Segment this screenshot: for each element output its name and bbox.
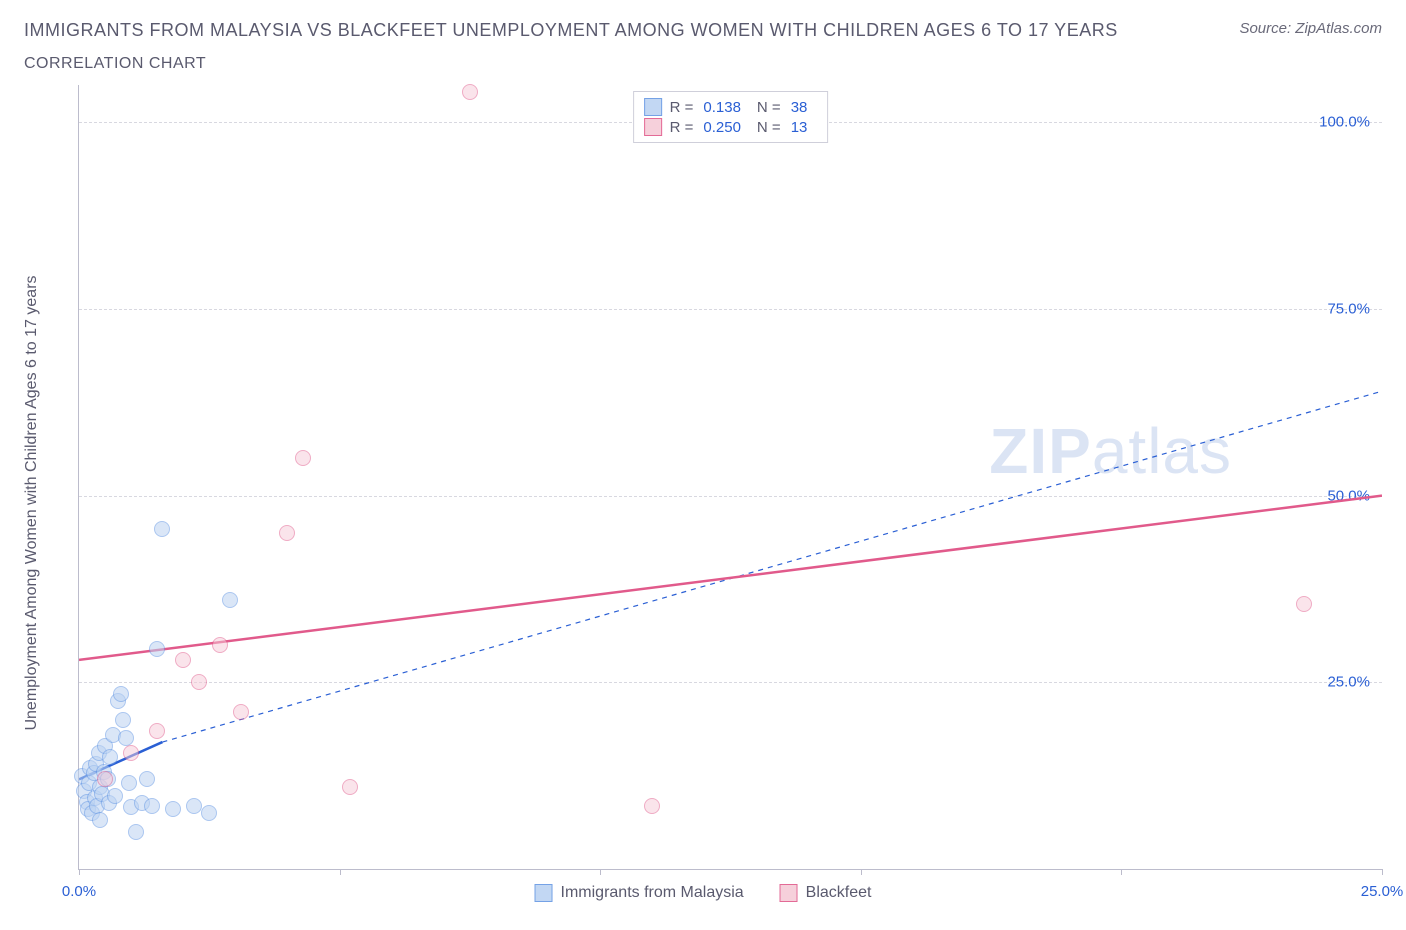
data-point: [149, 641, 165, 657]
legend-bottom-item-1: Blackfeet: [780, 884, 872, 902]
gridline-h: [79, 309, 1382, 310]
data-point: [113, 686, 129, 702]
stat-N-label: N =: [757, 99, 781, 116]
legend-label-1: Blackfeet: [806, 884, 872, 902]
data-point: [644, 798, 660, 814]
data-point: [191, 674, 207, 690]
data-point: [342, 779, 358, 795]
chart-title: IMMIGRANTS FROM MALAYSIA VS BLACKFEET UN…: [24, 20, 1118, 41]
x-tick: [861, 869, 862, 875]
data-point: [92, 812, 108, 828]
y-tick-label: 75.0%: [1327, 301, 1370, 318]
legend-swatch-0: [644, 98, 662, 116]
data-point: [165, 801, 181, 817]
legend-stats-row-0: R = 0.138 N = 38: [644, 97, 816, 117]
data-point: [462, 84, 478, 100]
gridline-h: [79, 682, 1382, 683]
source-label: Source: ZipAtlas.com: [1239, 20, 1382, 37]
data-point: [222, 592, 238, 608]
data-point: [121, 775, 137, 791]
data-point: [233, 704, 249, 720]
data-point: [123, 745, 139, 761]
gridline-h: [79, 496, 1382, 497]
chart-subtitle: CORRELATION CHART: [24, 55, 1118, 73]
x-tick-label: 0.0%: [62, 883, 96, 900]
y-axis-label: Unemployment Among Women with Children A…: [23, 275, 41, 730]
trend-line: [79, 496, 1382, 660]
data-point: [186, 798, 202, 814]
x-tick: [340, 869, 341, 875]
stat-R-0: 0.138: [703, 99, 741, 116]
stat-N-label: N =: [757, 119, 781, 136]
data-point: [107, 788, 123, 804]
chart-container: IMMIGRANTS FROM MALAYSIA VS BLACKFEET UN…: [0, 0, 1406, 930]
trend-lines: [79, 85, 1382, 869]
stat-R-label: R =: [670, 119, 694, 136]
legend-swatch-1: [644, 118, 662, 136]
data-point: [102, 749, 118, 765]
y-tick-label: 50.0%: [1327, 487, 1370, 504]
data-point: [279, 525, 295, 541]
data-point: [201, 805, 217, 821]
x-tick: [79, 869, 80, 875]
data-point: [154, 521, 170, 537]
stat-N-0: 38: [791, 99, 808, 116]
plot-area: ZIPatlas R = 0.138 N = 38 R = 0.250 N = …: [78, 85, 1382, 870]
stat-N-1: 13: [791, 119, 808, 136]
x-tick: [600, 869, 601, 875]
x-tick: [1382, 869, 1383, 875]
stat-R-1: 0.250: [703, 119, 741, 136]
legend-stats-box: R = 0.138 N = 38 R = 0.250 N = 13: [633, 91, 829, 143]
data-point: [118, 730, 134, 746]
legend-stats-row-1: R = 0.250 N = 13: [644, 117, 816, 137]
trend-line: [162, 391, 1382, 742]
y-tick-label: 25.0%: [1327, 674, 1370, 691]
data-point: [139, 771, 155, 787]
data-point: [1296, 596, 1312, 612]
data-point: [97, 771, 113, 787]
y-tick-label: 100.0%: [1319, 114, 1370, 131]
legend-bottom: Immigrants from Malaysia Blackfeet: [535, 884, 872, 902]
legend-swatch-b1: [780, 884, 798, 902]
data-point: [295, 450, 311, 466]
header-row: IMMIGRANTS FROM MALAYSIA VS BLACKFEET UN…: [24, 20, 1382, 73]
data-point: [128, 824, 144, 840]
x-tick: [1121, 869, 1122, 875]
chart-wrap: Unemployment Among Women with Children A…: [24, 85, 1382, 920]
data-point: [149, 723, 165, 739]
data-point: [144, 798, 160, 814]
data-point: [175, 652, 191, 668]
legend-bottom-item-0: Immigrants from Malaysia: [535, 884, 744, 902]
x-tick-label: 25.0%: [1361, 883, 1404, 900]
legend-swatch-b0: [535, 884, 553, 902]
data-point: [212, 637, 228, 653]
data-point: [115, 712, 131, 728]
stat-R-label: R =: [670, 99, 694, 116]
legend-label-0: Immigrants from Malaysia: [561, 884, 744, 902]
title-block: IMMIGRANTS FROM MALAYSIA VS BLACKFEET UN…: [24, 20, 1118, 73]
watermark: ZIPatlas: [989, 414, 1232, 488]
